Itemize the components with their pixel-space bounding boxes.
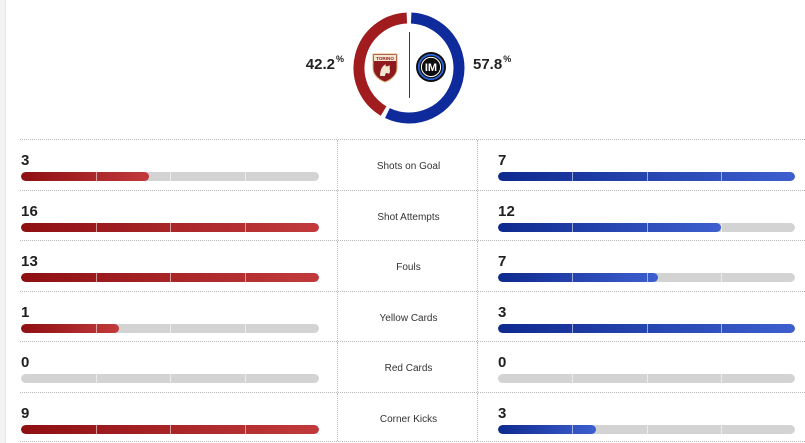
bar-segment-tick — [95, 222, 97, 232]
home-stat-bar — [21, 374, 319, 383]
stat-label-cell: Fouls — [337, 241, 478, 291]
home-stat-value: 0 — [21, 354, 30, 371]
possession-donut-chart — [353, 12, 465, 124]
stat-row-shot-attempts: 16 Shot Attempts 12 — [20, 189, 805, 240]
away-stat-bar — [498, 424, 795, 434]
bar-segment-tick — [170, 222, 171, 232]
home-stat-value: 16 — [21, 202, 39, 220]
bar-segment-tick — [244, 172, 246, 181]
home-stat-bar-fill — [21, 172, 150, 181]
bar-segment-tick — [95, 273, 97, 282]
possession-divider — [409, 32, 410, 98]
bar-segment-tick — [720, 424, 722, 434]
left-panel-edge — [0, 0, 6, 443]
bar-segment-tick — [170, 172, 171, 181]
possession-section: 42.2% TORINO IM 57.8% — [0, 0, 805, 130]
stat-label: Yellow Cards — [379, 312, 438, 324]
away-stat-bar — [498, 222, 795, 232]
bar-segment-tick — [244, 323, 246, 333]
bar-segment-tick — [646, 374, 648, 383]
home-stat-bar — [21, 273, 319, 282]
away-stat-bar — [498, 323, 795, 333]
torino-crest-icon: TORINO — [372, 53, 398, 83]
bar-segment-tick — [170, 273, 171, 282]
away-stat-value: 7 — [498, 152, 507, 169]
home-stat-value: 13 — [21, 253, 39, 270]
bar-segment-tick — [95, 172, 97, 181]
stat-label: Shot Attempts — [377, 211, 440, 223]
away-stat-bar — [498, 273, 795, 282]
stat-label: Shots on Goal — [376, 161, 441, 172]
stat-row-corner-kicks: 9 Corner Kicks 3 — [20, 391, 805, 442]
match-stats-table: 3 Shots on Goal 7 16 Shot Attempts 12 13… — [20, 139, 805, 442]
bar-segment-tick — [170, 424, 171, 434]
bar-segment-tick — [244, 374, 246, 383]
bar-segment-tick — [572, 374, 574, 383]
home-possession-percent: 42.2% — [305, 54, 344, 73]
stat-label-cell: Shot Attempts — [337, 190, 478, 240]
bar-segment-tick — [720, 273, 722, 282]
bar-segment-tick — [572, 172, 574, 181]
stat-label: Corner Kicks — [379, 413, 438, 425]
bar-segment-tick — [572, 222, 574, 232]
away-possession-arc — [385, 12, 465, 124]
away-stat-value: 12 — [498, 202, 516, 220]
bar-segment-tick — [572, 424, 574, 434]
svg-text:IM: IM — [425, 62, 437, 74]
home-stat-value: 1 — [21, 303, 30, 321]
home-stat-bar — [21, 172, 319, 181]
home-stat-value: 9 — [21, 404, 30, 422]
stat-label-cell: Red Cards — [337, 342, 478, 392]
away-stat-value: 3 — [498, 303, 507, 321]
home-stat-value: 3 — [21, 152, 30, 169]
away-stat-value: 7 — [498, 253, 507, 270]
stat-row-red-cards: 0 Red Cards 0 — [20, 341, 805, 392]
stat-label-cell: Yellow Cards — [337, 291, 478, 341]
away-stat-bar-fill — [498, 273, 659, 282]
bar-segment-tick — [720, 172, 722, 181]
home-stat-bar — [21, 222, 319, 232]
stat-label-cell: Corner Kicks — [337, 392, 478, 441]
bar-segment-tick — [95, 374, 97, 383]
away-possession-percent: 57.8% — [473, 54, 512, 73]
away-stat-value: 0 — [498, 354, 507, 371]
bar-segment-tick — [646, 273, 648, 282]
bar-segment-tick — [646, 323, 648, 333]
bar-segment-tick — [244, 424, 246, 434]
stat-label: Red Cards — [384, 363, 433, 374]
bar-segment-tick — [95, 323, 97, 333]
bar-segment-tick — [720, 323, 722, 333]
home-possession-arc — [353, 12, 408, 116]
svg-text:TORINO: TORINO — [376, 56, 394, 61]
stat-row-yellow-cards: 1 Yellow Cards 3 — [20, 290, 805, 341]
bar-segment-tick — [572, 323, 574, 333]
stat-row-fouls: 13 Fouls 7 — [20, 240, 805, 291]
away-stat-bar-fill — [498, 424, 596, 434]
away-stat-value: 3 — [498, 404, 507, 422]
stat-label-cell: Shots on Goal — [337, 140, 478, 190]
bar-segment-tick — [170, 374, 171, 383]
bar-segment-tick — [646, 424, 648, 434]
bar-segment-tick — [170, 323, 171, 333]
home-stat-bar — [21, 424, 319, 434]
bar-segment-tick — [572, 273, 574, 282]
away-stat-bar-fill — [498, 222, 721, 232]
bar-segment-tick — [646, 172, 648, 181]
inter-crest-icon: IM — [416, 52, 446, 82]
bar-segment-tick — [244, 222, 246, 232]
bar-segment-tick — [720, 374, 722, 383]
away-stat-bar — [498, 374, 795, 383]
bar-segment-tick — [720, 222, 722, 232]
home-stat-bar — [21, 323, 319, 333]
away-stat-bar — [498, 172, 795, 181]
bar-segment-tick — [244, 273, 246, 282]
stat-label: Fouls — [396, 262, 421, 273]
home-stat-bar-fill — [21, 323, 120, 333]
stat-row-shots-on-goal: 3 Shots on Goal 7 — [20, 139, 805, 190]
bar-segment-tick — [95, 424, 97, 434]
bar-segment-tick — [646, 222, 648, 232]
